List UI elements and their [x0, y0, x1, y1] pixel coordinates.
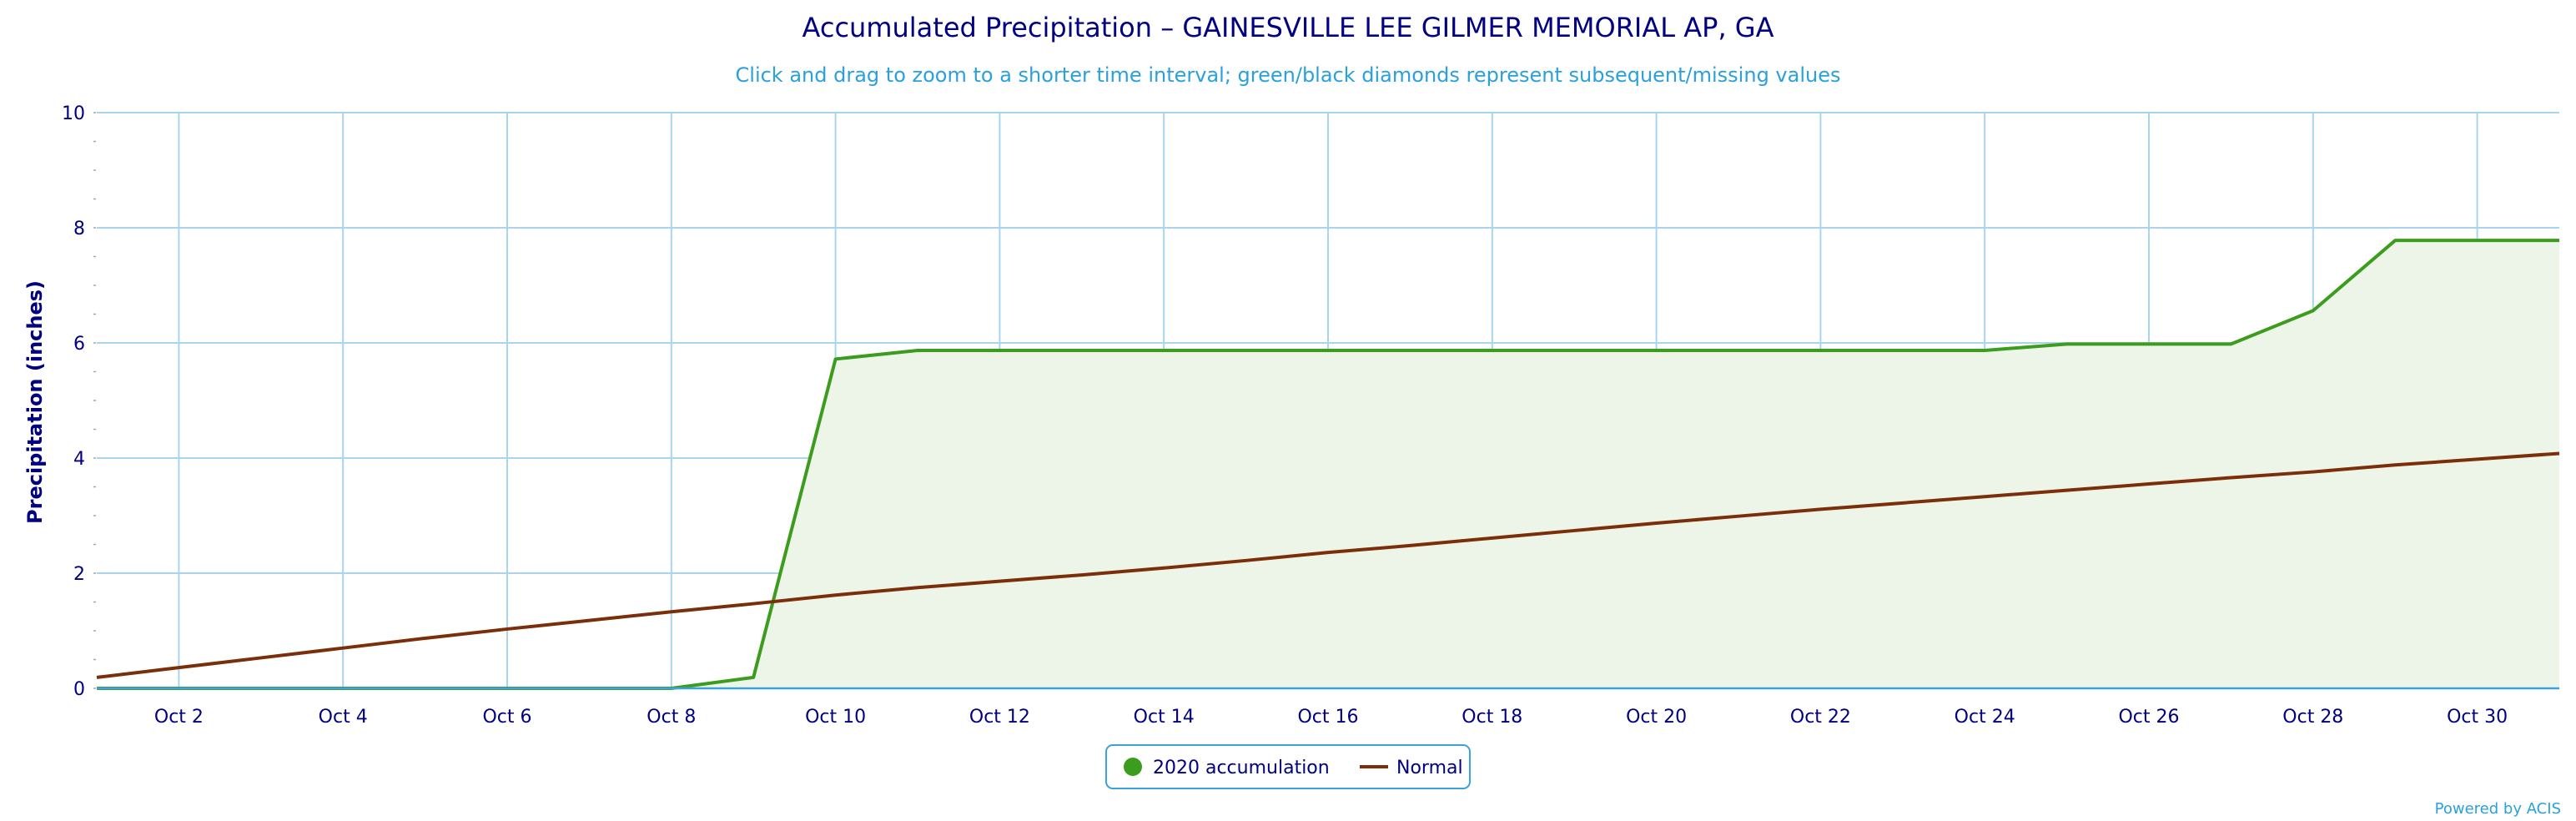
x-tick-label: Oct 10 — [805, 707, 866, 728]
y-tick-label: 2 — [73, 564, 85, 585]
x-tick-label: Oct 2 — [154, 707, 204, 728]
x-tick-label: Oct 22 — [1790, 707, 1851, 728]
legend-box — [1105, 744, 1471, 789]
x-tick-label: Oct 20 — [1626, 707, 1687, 728]
x-tick-label: Oct 26 — [2118, 707, 2179, 728]
accumulation-area — [97, 240, 2559, 688]
y-axis-label: Precipitation (inches) — [23, 280, 47, 524]
chart-title: Accumulated Precipitation – GAINESVILLE … — [802, 12, 1774, 43]
x-tick-label: Oct 18 — [1462, 707, 1522, 728]
y-tick-label: 0 — [73, 679, 85, 700]
x-tick-label: Oct 8 — [647, 707, 696, 728]
legend-normal-label[interactable]: Normal — [1396, 758, 1463, 778]
normal-line — [96, 451, 2560, 679]
legend-accumulation-label[interactable]: 2020 accumulation — [1153, 758, 1330, 778]
y-tick-label: 4 — [73, 449, 85, 470]
x-tick-label: Oct 6 — [482, 707, 531, 728]
y-tick-label: 8 — [73, 219, 85, 239]
x-tick-label: Oct 12 — [969, 707, 1030, 728]
legend-accumulation-marker — [1124, 758, 1142, 776]
x-tick-label: Oct 14 — [1134, 707, 1195, 728]
legend[interactable]: 2020 accumulation Normal — [1105, 744, 1471, 789]
x-tick-label: Oct 4 — [319, 707, 368, 728]
x-tick-label: Oct 16 — [1297, 707, 1358, 728]
chart-subtitle: Click and drag to zoom to a shorter time… — [736, 63, 1841, 87]
y-tick-label: 10 — [62, 103, 85, 124]
axes: 0 2 4 6 8 10 Oct 2 Oct 4 Oct 6 Oct 8 Oct 10 Oct 12 O… — [62, 103, 2559, 728]
x-tick-label: Oct 30 — [2447, 707, 2508, 728]
credit-link[interactable]: Powered by ACIS — [2435, 800, 2561, 818]
x-tick-label: Oct 28 — [2282, 707, 2343, 728]
y-tick-label: 6 — [73, 334, 85, 355]
x-tick-label: Oct 24 — [1955, 707, 2015, 728]
